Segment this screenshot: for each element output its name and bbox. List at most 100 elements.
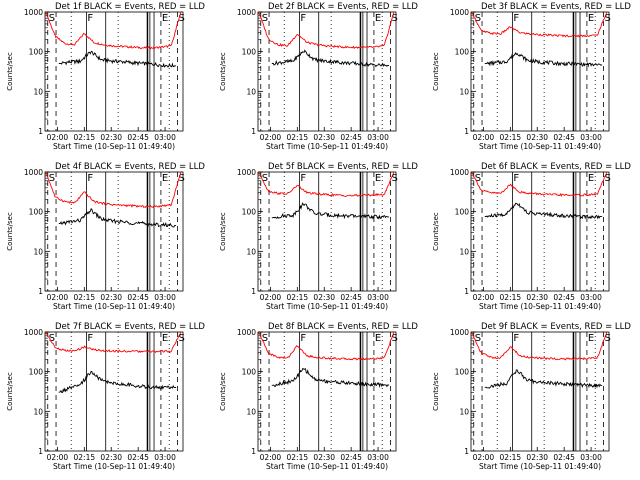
marker-letter: S [262, 173, 268, 184]
x-tick-label: 03:00 [580, 453, 602, 462]
x-tick-label: 03:00 [154, 293, 176, 302]
marker-letter: E [375, 333, 381, 344]
series-events-line [484, 202, 603, 220]
series-lld-line [258, 171, 395, 198]
x-tick-label: 02:30 [313, 293, 335, 302]
marker-letter: S [475, 13, 481, 24]
x-tick-label: 02:00 [260, 133, 282, 142]
x-tick-label: 02:30 [526, 133, 548, 142]
y-tick-label: 1 [38, 447, 43, 456]
panel-title: Det 8f BLACK = Events, RED = LLD [268, 322, 418, 332]
plot-frame [470, 331, 610, 452]
marker-letter: E [588, 13, 594, 24]
y-tick-label: 1000 [237, 328, 256, 337]
y-tick-label: 1000 [237, 8, 256, 17]
x-tick-label: 02:15 [74, 293, 96, 302]
x-tick-label: 03:00 [580, 133, 602, 142]
x-tick-label: 03:00 [580, 293, 602, 302]
marker-letter: E [375, 13, 381, 24]
series-lld-line [471, 11, 608, 38]
marker-letter: F [300, 333, 306, 344]
y-tick-label: 10 [246, 407, 256, 416]
x-tick-label: 02:30 [526, 293, 548, 302]
marker-letter: S [178, 13, 184, 24]
y-tick-label: 10 [246, 87, 256, 96]
series-events-line [271, 202, 390, 221]
y-tick-label: 1 [251, 127, 256, 136]
x-tick-label: 03:00 [367, 293, 389, 302]
x-axis-label: Start Time (10-Sep-11 01:49:40) [479, 302, 601, 311]
plot-frame [44, 11, 184, 132]
y-tick-label: 10 [459, 87, 469, 96]
x-tick-label: 02:15 [74, 453, 96, 462]
marker-letter: S [262, 333, 268, 344]
x-tick-label: 02:00 [47, 133, 69, 142]
marker-letter: F [513, 13, 519, 24]
x-tick-label: 02:15 [287, 453, 309, 462]
x-axis-label: Start Time (10-Sep-11 01:49:40) [53, 142, 175, 151]
x-axis-label: Start Time (10-Sep-11 01:49:40) [479, 142, 601, 151]
y-tick-label: 1000 [24, 8, 43, 17]
marker-letter: F [513, 333, 519, 344]
x-tick-label: 03:00 [154, 133, 176, 142]
marker-letter: E [162, 13, 168, 24]
y-tick-label: 100 [455, 368, 470, 377]
y-tick-label: 1000 [450, 8, 469, 17]
x-tick-label: 02:30 [313, 453, 335, 462]
x-axis-label: Start Time (10-Sep-11 01:49:40) [479, 462, 601, 471]
y-tick-label: 1000 [24, 168, 43, 177]
x-axis-label: Start Time (10-Sep-11 01:49:40) [266, 302, 388, 311]
y-tick-label: 1 [464, 447, 469, 456]
x-tick-label: 02:30 [100, 293, 122, 302]
marker-letter: S [391, 173, 397, 184]
series-lld-line [471, 331, 608, 361]
x-tick-label: 02:45 [340, 133, 362, 142]
series-events-line [58, 370, 177, 393]
x-tick-label: 02:15 [500, 453, 522, 462]
marker-letter: E [588, 173, 594, 184]
x-tick-label: 02:00 [473, 133, 495, 142]
plot-frame [257, 331, 397, 452]
x-tick-label: 02:30 [526, 453, 548, 462]
series-lld-line [258, 11, 395, 50]
y-tick-label: 100 [29, 48, 44, 57]
x-tick-label: 02:00 [473, 293, 495, 302]
x-tick-label: 02:30 [313, 133, 335, 142]
y-tick-label: 10 [33, 407, 43, 416]
marker-letter: S [604, 333, 610, 344]
series-events-line [271, 368, 390, 389]
x-tick-label: 02:15 [74, 133, 96, 142]
y-tick-label: 10 [459, 247, 469, 256]
y-tick-label: 1 [38, 127, 43, 136]
plot-frame [257, 171, 397, 292]
y-tick-label: 1000 [237, 168, 256, 177]
series-events-line [58, 208, 177, 228]
marker-letter: E [162, 333, 168, 344]
x-axis-label: Start Time (10-Sep-11 01:49:40) [53, 302, 175, 311]
y-tick-label: 10 [459, 407, 469, 416]
marker-letter: S [475, 173, 481, 184]
marker-letter: S [475, 333, 481, 344]
marker-letter: S [604, 173, 610, 184]
y-tick-label: 1 [38, 287, 43, 296]
marker-letter: S [391, 13, 397, 24]
plot-frame [470, 171, 610, 292]
y-tick-label: 1000 [450, 328, 469, 337]
x-tick-label: 02:45 [340, 293, 362, 302]
y-tick-label: 1 [464, 287, 469, 296]
x-tick-label: 02:45 [553, 133, 575, 142]
x-tick-label: 02:45 [127, 133, 149, 142]
y-axis-label: Counts/sec [6, 212, 14, 251]
y-tick-label: 100 [242, 368, 257, 377]
y-tick-label: 100 [242, 208, 257, 217]
y-tick-label: 10 [33, 247, 43, 256]
x-axis-label: Start Time (10-Sep-11 01:49:40) [266, 142, 388, 151]
marker-letter: E [588, 333, 594, 344]
